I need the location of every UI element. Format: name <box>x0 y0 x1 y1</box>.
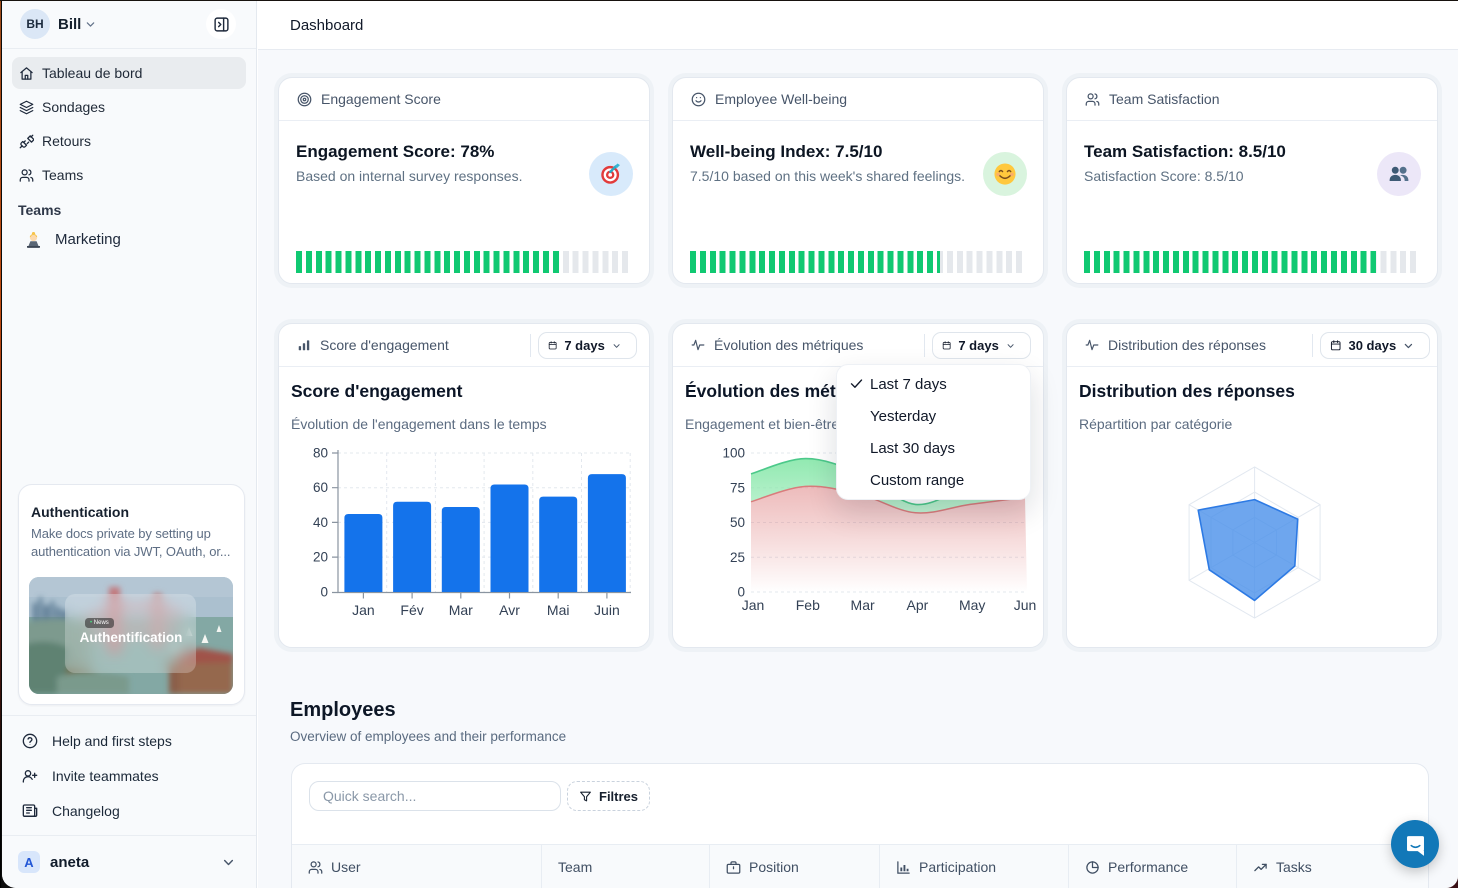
svg-text:Feb: Feb <box>796 597 820 613</box>
svg-text:Juin: Juin <box>594 602 620 618</box>
svg-text:75: 75 <box>730 480 745 495</box>
svg-text:25: 25 <box>730 550 745 565</box>
svg-text:Mar: Mar <box>851 597 875 613</box>
svg-text:Jan: Jan <box>352 602 375 618</box>
svg-text:Apr: Apr <box>907 597 929 613</box>
svg-text:Jun: Jun <box>1014 597 1037 613</box>
svg-text:100: 100 <box>722 446 745 461</box>
svg-text:Avr: Avr <box>499 602 520 618</box>
svg-text:0: 0 <box>737 585 745 600</box>
svg-text:May: May <box>959 597 985 613</box>
svg-text:0: 0 <box>320 585 328 600</box>
svg-text:Mai: Mai <box>547 602 570 618</box>
svg-text:60: 60 <box>313 480 328 495</box>
svg-text:Jan: Jan <box>742 597 765 613</box>
svg-text:80: 80 <box>313 446 328 461</box>
svg-text:50: 50 <box>730 515 745 530</box>
svg-text:20: 20 <box>313 550 328 565</box>
svg-text:Mar: Mar <box>449 602 473 618</box>
svg-text:Fév: Fév <box>400 602 423 618</box>
svg-text:40: 40 <box>313 515 328 530</box>
